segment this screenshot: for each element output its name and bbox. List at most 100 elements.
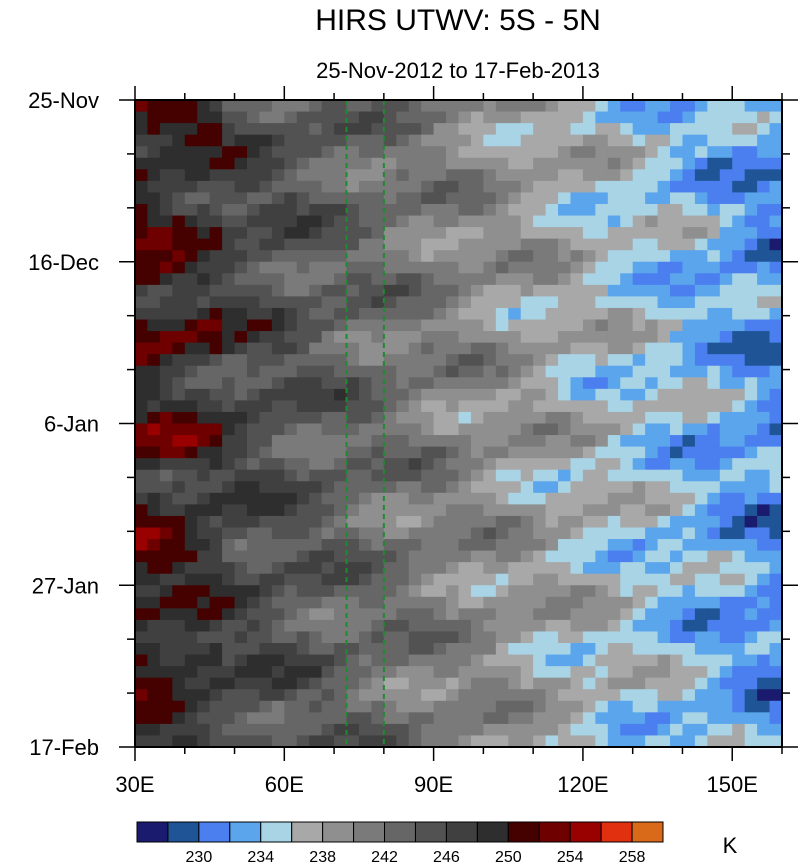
heatmap-cell	[383, 227, 397, 240]
heatmap-cell	[296, 284, 310, 298]
heatmap-cell	[309, 146, 323, 159]
heatmap-cell	[271, 100, 285, 113]
heatmap-cell	[172, 643, 186, 656]
heatmap-cell	[135, 319, 149, 332]
heatmap-cell	[757, 307, 771, 321]
heatmap-cell	[508, 273, 522, 286]
heatmap-cell	[147, 539, 161, 552]
heatmap-cell	[209, 411, 223, 425]
heatmap-cell	[371, 550, 385, 563]
heatmap-cell	[670, 250, 684, 263]
heatmap-cell	[595, 677, 609, 690]
heatmap-cell	[172, 446, 186, 459]
heatmap-cell	[620, 169, 634, 182]
heatmap-cell	[757, 250, 771, 263]
heatmap-cell	[657, 643, 671, 656]
heatmap-cell	[732, 666, 746, 679]
heatmap-cell	[421, 157, 435, 170]
heatmap-cell	[582, 689, 596, 702]
heatmap-cell	[334, 481, 348, 494]
heatmap-cell	[396, 250, 410, 263]
heatmap-cell	[408, 215, 422, 228]
heatmap-cell	[595, 735, 609, 748]
heatmap-cell	[719, 411, 733, 425]
heatmap-cell	[769, 146, 783, 159]
heatmap-cell	[533, 539, 547, 552]
heatmap-cell	[520, 238, 534, 251]
heatmap-cell	[259, 215, 273, 228]
heatmap-cell	[159, 273, 173, 286]
heatmap-cell	[682, 562, 696, 575]
heatmap-cell	[582, 492, 596, 505]
heatmap-cell	[483, 550, 497, 563]
heatmap-cell	[396, 469, 410, 482]
heatmap-cell	[358, 100, 372, 113]
heatmap-cell	[757, 550, 771, 563]
heatmap-cell	[135, 203, 149, 217]
heatmap-cell	[334, 608, 348, 621]
heatmap-cell	[396, 712, 410, 725]
heatmap-cell	[197, 157, 211, 170]
heatmap-cell	[769, 284, 783, 298]
heatmap-cell	[570, 273, 584, 286]
heatmap-cell	[545, 573, 559, 586]
heatmap-cell	[284, 573, 298, 586]
heatmap-cell	[271, 377, 285, 390]
heatmap-cell	[408, 180, 422, 194]
heatmap-cell	[234, 365, 248, 378]
heatmap-cell	[682, 111, 696, 124]
heatmap-cell	[421, 435, 435, 448]
heatmap-cell	[408, 146, 422, 159]
heatmap-cell	[371, 215, 385, 228]
heatmap-cell	[209, 180, 223, 194]
heatmap-cell	[545, 354, 559, 367]
heatmap-cell	[520, 169, 534, 182]
heatmap-cell	[508, 250, 522, 263]
heatmap-cell	[595, 157, 609, 170]
heatmap-cell	[607, 180, 621, 194]
heatmap-cell	[533, 192, 547, 205]
heatmap-cell	[657, 712, 671, 725]
heatmap-cell	[346, 250, 360, 263]
heatmap-cell	[421, 515, 435, 529]
heatmap-cell	[371, 539, 385, 552]
heatmap-cell	[732, 377, 746, 390]
heatmap-cell	[446, 123, 460, 136]
heatmap-cell	[309, 215, 323, 228]
heatmap-cell	[408, 700, 422, 713]
heatmap-cell	[645, 400, 659, 413]
heatmap-cell	[421, 227, 435, 240]
heatmap-cell	[558, 388, 572, 401]
heatmap-cell	[421, 712, 435, 725]
heatmap-cell	[421, 573, 435, 586]
heatmap-cell	[632, 388, 646, 401]
heatmap-cell	[259, 504, 273, 517]
heatmap-cell	[533, 504, 547, 517]
heatmap-cell	[184, 400, 198, 413]
heatmap-cell	[321, 307, 335, 321]
heatmap-cell	[184, 238, 198, 251]
heatmap-cell	[458, 654, 472, 667]
heatmap-cell	[595, 388, 609, 401]
heatmap-cell	[184, 735, 198, 748]
heatmap-cell	[645, 261, 659, 274]
heatmap-cell	[707, 458, 721, 471]
heatmap-cell	[433, 550, 447, 563]
heatmap-cell	[732, 492, 746, 505]
heatmap-cell	[334, 215, 348, 228]
heatmap-cell	[732, 342, 746, 355]
heatmap-cell	[495, 631, 509, 644]
heatmap-cell	[421, 585, 435, 598]
heatmap-cell	[657, 365, 671, 378]
heatmap-cell	[483, 608, 497, 621]
heatmap-cell	[309, 388, 323, 401]
heatmap-cell	[358, 481, 372, 494]
heatmap-cell	[483, 146, 497, 159]
heatmap-cell	[383, 643, 397, 656]
heatmap-cell	[645, 446, 659, 459]
heatmap-cell	[234, 666, 248, 679]
heatmap-cell	[271, 134, 285, 147]
heatmap-cell	[334, 573, 348, 586]
heatmap-cell	[334, 157, 348, 170]
heatmap-cell	[620, 723, 634, 737]
